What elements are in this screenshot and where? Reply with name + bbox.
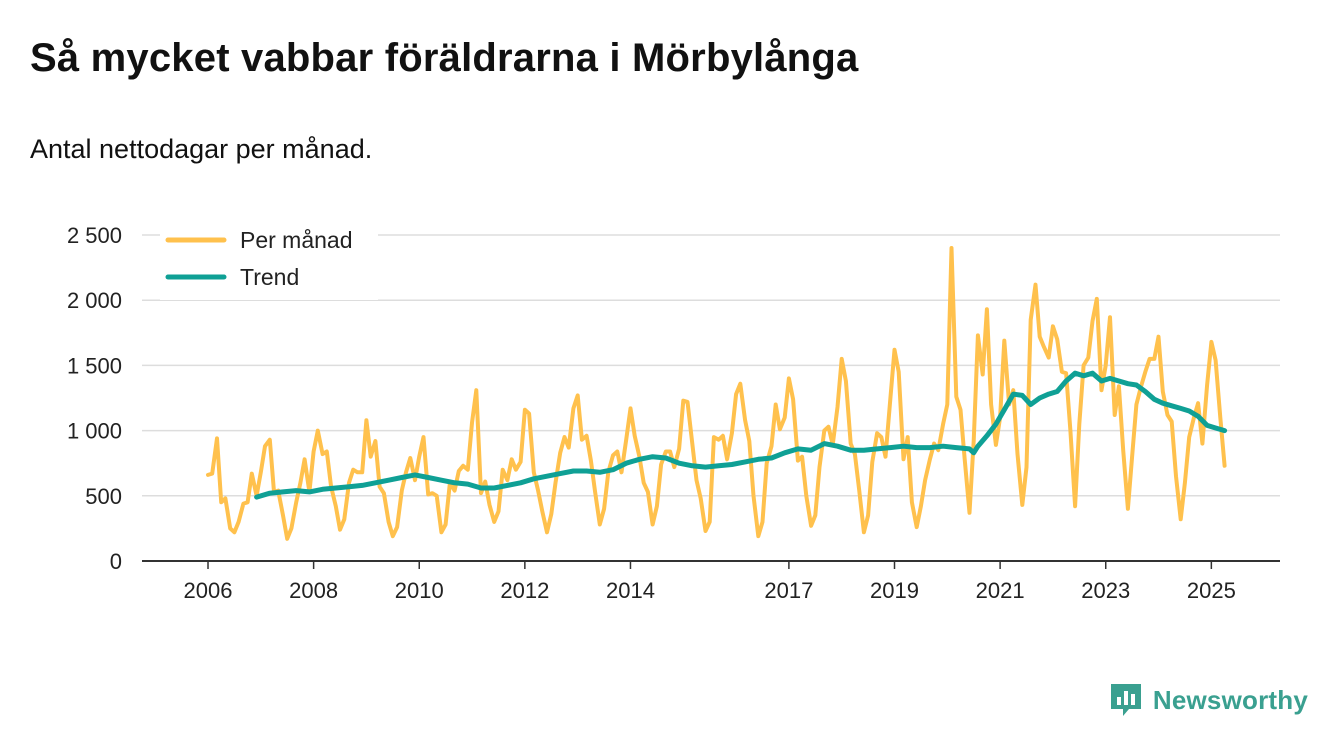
- x-tick-label: 2010: [395, 578, 444, 603]
- x-axis-ticks: 2006 2008 2010 2012 2014 2017 2019 2021 2023 2025: [184, 561, 1236, 603]
- x-tick-label: 2021: [976, 578, 1025, 603]
- chart-subtitle: Antal nettodagar per månad.: [30, 134, 373, 164]
- chart-legend: Per månad Trend: [160, 222, 378, 300]
- page-title: Så mycket vabbar föräldrarna i Mörbylång…: [30, 36, 859, 80]
- y-tick-label: 2 500: [67, 223, 122, 248]
- brand-name: Newsworthy: [1152, 684, 1308, 715]
- x-tick-label: 2025: [1187, 578, 1236, 603]
- y-tick-label: 500: [85, 484, 122, 509]
- x-tick-label: 2012: [500, 578, 549, 603]
- x-tick-label: 2014: [606, 578, 655, 603]
- x-tick-label: 2008: [289, 578, 338, 603]
- legend-label-per-manad: Per månad: [240, 227, 353, 253]
- newsworthy-logo-icon: [1110, 684, 1141, 716]
- x-tick-label: 2017: [764, 578, 813, 603]
- x-tick-label: 2023: [1081, 578, 1130, 603]
- y-tick-label: 1 000: [67, 419, 122, 444]
- series-line-trend: [254, 370, 1228, 500]
- x-tick-label: 2006: [184, 578, 233, 603]
- y-axis-ticks: 0 500 1 000 1 500 2 000 2 500: [67, 223, 122, 574]
- y-tick-label: 0: [110, 549, 122, 574]
- newsworthy-brand[interactable]: Newsworthy: [1109, 681, 1308, 719]
- y-tick-label: 1 500: [67, 353, 122, 378]
- legend-label-trend: Trend: [240, 264, 299, 290]
- y-tick-label: 2 000: [67, 288, 122, 313]
- legend-background: [160, 222, 378, 300]
- series-line-per-manad: [206, 246, 1227, 541]
- x-tick-label: 2019: [870, 578, 919, 603]
- line-chart: 0 500 1 000 1 500 2 000 2 500 2006 2008 2010 201…: [67, 222, 1280, 603]
- series-lines: [206, 246, 1228, 541]
